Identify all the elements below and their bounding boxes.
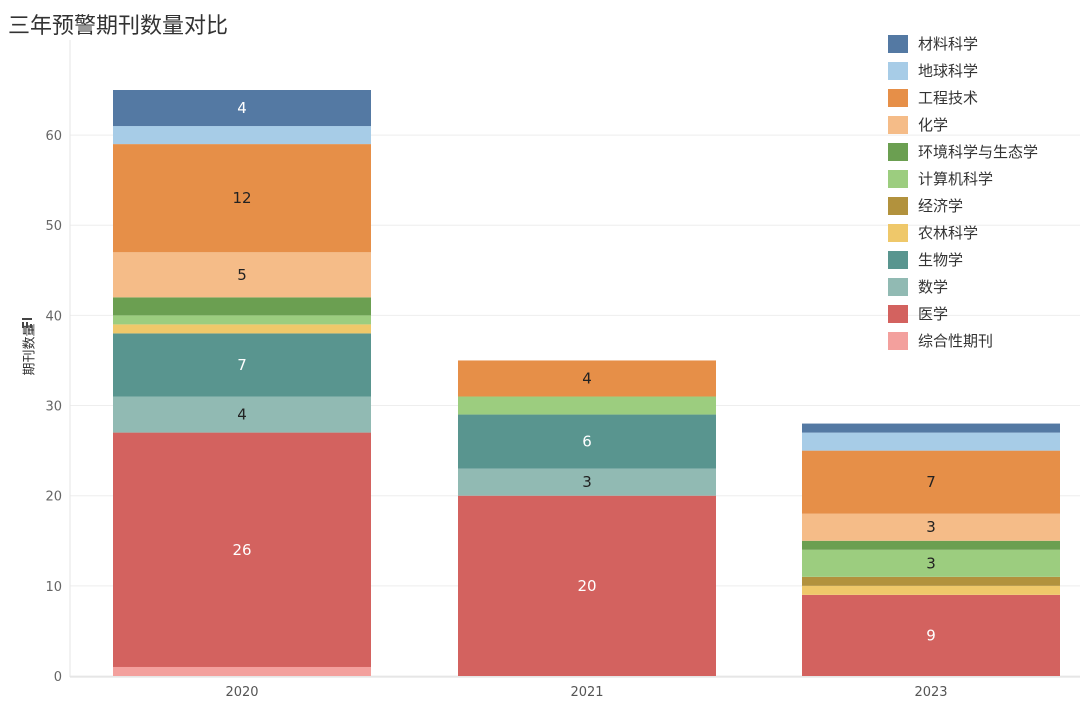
bar-segment xyxy=(113,297,371,316)
bar-segment xyxy=(458,360,716,397)
bar-segment xyxy=(802,540,1060,550)
data-label: 4 xyxy=(237,99,247,117)
legend-item[interactable]: 农林科学 xyxy=(888,219,1038,246)
legend-label: 经济学 xyxy=(918,197,964,215)
bar-segment xyxy=(802,549,1060,577)
legend-item[interactable]: 数学 xyxy=(888,273,1038,300)
bar-segment xyxy=(802,450,1060,514)
data-label: 4 xyxy=(582,369,592,387)
legend-swatch xyxy=(888,34,908,53)
bar-segment xyxy=(802,594,1060,676)
legend-swatch xyxy=(888,331,908,350)
legend-item[interactable]: 地球科学 xyxy=(888,57,1038,84)
bar-segment xyxy=(458,468,716,496)
bar-segment xyxy=(113,315,371,325)
legend-label: 综合性期刊 xyxy=(918,332,994,350)
chart-title: 三年预警期刊数量对比 xyxy=(8,14,229,39)
bar-segment xyxy=(802,423,1060,433)
data-label: 26 xyxy=(232,541,251,559)
sort-icon[interactable] xyxy=(22,318,32,328)
legend-label: 化学 xyxy=(918,116,949,134)
bar-segment xyxy=(458,495,716,676)
legend-item[interactable]: 材料科学 xyxy=(888,30,1038,57)
bar-segment xyxy=(458,396,716,415)
bar-segment xyxy=(802,432,1060,451)
legend-swatch xyxy=(888,196,908,215)
data-label: 12 xyxy=(232,189,251,207)
legend-item[interactable]: 医学 xyxy=(888,300,1038,327)
data-label: 4 xyxy=(237,406,247,424)
legend-item[interactable]: 环境科学与生态学 xyxy=(888,138,1038,165)
legend-swatch xyxy=(888,223,908,242)
legend-label: 农林科学 xyxy=(918,224,979,242)
legend-item[interactable]: 经济学 xyxy=(888,192,1038,219)
bar-segment xyxy=(113,252,371,298)
data-label: 3 xyxy=(926,554,936,572)
legend-swatch xyxy=(888,277,908,296)
legend-swatch xyxy=(888,142,908,161)
y-tick-label: 10 xyxy=(45,580,62,595)
x-tick-label: 2020 xyxy=(225,685,258,700)
y-tick-label: 0 xyxy=(54,670,62,685)
legend-item[interactable]: 生物学 xyxy=(888,246,1038,273)
y-tick-label: 20 xyxy=(45,490,62,505)
x-tick-label: 2021 xyxy=(570,685,603,700)
legend-item[interactable]: 工程技术 xyxy=(888,84,1038,111)
bar-segment xyxy=(113,333,371,397)
data-label: 5 xyxy=(237,266,247,284)
data-label: 6 xyxy=(582,433,592,451)
legend-label: 地球科学 xyxy=(918,62,979,80)
data-label: 3 xyxy=(582,473,592,491)
data-label: 7 xyxy=(926,473,936,491)
bar-segment xyxy=(113,666,371,676)
bar-segment xyxy=(113,126,371,145)
data-label: 7 xyxy=(237,356,247,374)
bar-segment xyxy=(802,585,1060,595)
y-tick-label: 50 xyxy=(45,219,62,234)
y-axis-label-container: 期刊数量 xyxy=(18,300,38,400)
legend-swatch xyxy=(888,88,908,107)
bar-segment xyxy=(113,396,371,433)
legend-item[interactable]: 计算机科学 xyxy=(888,165,1038,192)
legend-swatch xyxy=(888,169,908,188)
legend-label: 工程技术 xyxy=(918,89,979,107)
legend-label: 材料科学 xyxy=(918,35,979,53)
y-tick-label: 40 xyxy=(45,309,62,324)
legend-swatch xyxy=(888,115,908,134)
legend-label: 生物学 xyxy=(918,251,964,269)
bar-segment xyxy=(113,90,371,127)
legend-swatch xyxy=(888,61,908,80)
y-tick-label: 30 xyxy=(45,400,62,415)
legend-label: 环境科学与生态学 xyxy=(918,143,1039,161)
legend-item[interactable]: 综合性期刊 xyxy=(888,327,1038,354)
y-tick-label: 60 xyxy=(45,129,62,144)
legend-swatch xyxy=(888,250,908,269)
legend-label: 数学 xyxy=(918,278,949,296)
data-label: 9 xyxy=(926,626,936,644)
data-label: 3 xyxy=(926,518,936,536)
legend-label: 医学 xyxy=(918,305,949,323)
bar-segment xyxy=(802,513,1060,541)
legend-label: 计算机科学 xyxy=(918,170,994,188)
x-tick-label: 2023 xyxy=(914,685,947,700)
bar-segment xyxy=(113,144,371,253)
legend-swatch xyxy=(888,304,908,323)
legend: 材料科学地球科学工程技术化学环境科学与生态学 计算机科学经济学农林科学生物学数学医… xyxy=(888,30,1038,354)
bar-segment xyxy=(458,414,716,469)
legend-item[interactable]: 化学 xyxy=(888,111,1038,138)
bar-segment xyxy=(113,324,371,334)
bar-segment xyxy=(113,432,371,667)
data-label: 20 xyxy=(577,577,596,595)
bar-segment xyxy=(802,576,1060,586)
